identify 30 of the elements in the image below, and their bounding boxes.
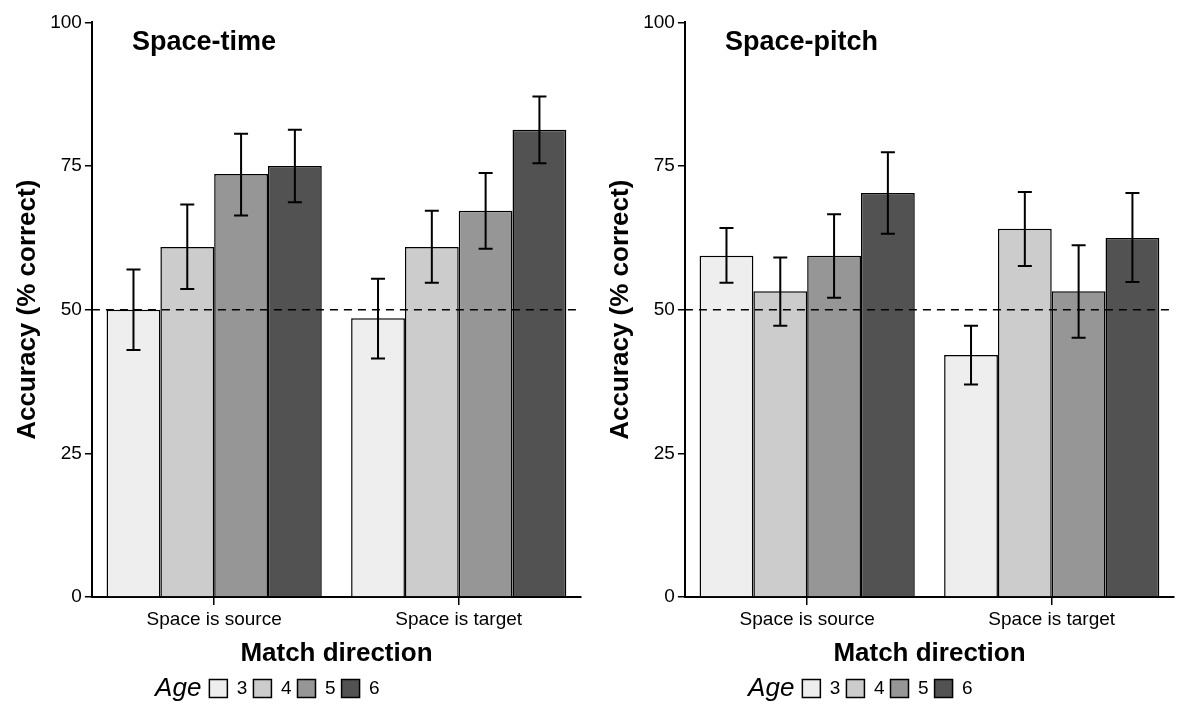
y-tick-label: 0 xyxy=(71,585,82,607)
y-tick-label: 100 xyxy=(643,10,675,32)
legend-title: Age xyxy=(746,671,795,702)
legend-label: 4 xyxy=(873,676,885,698)
y-tick-label: 25 xyxy=(653,441,675,463)
x-axis-title: Match direction xyxy=(833,636,1026,667)
legend-label: 6 xyxy=(962,676,973,698)
x-tick-label: Space is source xyxy=(739,607,875,629)
y-tick-label: 75 xyxy=(60,154,82,176)
y-tick-label: 75 xyxy=(653,154,675,176)
legend-label: 3 xyxy=(829,676,841,698)
legend-title: Age xyxy=(153,671,202,702)
x-tick-label: Space is source xyxy=(146,607,282,629)
x-tick-label: Space is target xyxy=(988,607,1116,629)
legend-label: 3 xyxy=(236,676,248,698)
y-tick-label: 50 xyxy=(60,297,82,319)
y-tick-label: 50 xyxy=(653,297,675,319)
legend-label: 5 xyxy=(325,676,336,698)
y-axis-title: Accuracy (% correct) xyxy=(603,179,634,440)
x-tick-label: Space is target xyxy=(395,607,523,629)
y-tick-label: 100 xyxy=(50,10,82,32)
chart-title: Space-pitch xyxy=(724,25,878,56)
y-tick-label: 25 xyxy=(60,441,82,463)
legend-label: 4 xyxy=(280,676,292,698)
y-tick-label: 0 xyxy=(664,585,675,607)
legend-label: 5 xyxy=(918,676,929,698)
chart-title: Space-time xyxy=(131,25,276,56)
x-axis-title: Match direction xyxy=(240,636,433,667)
y-axis-title: Accuracy (% correct) xyxy=(10,179,41,440)
legend-label: 6 xyxy=(369,676,380,698)
